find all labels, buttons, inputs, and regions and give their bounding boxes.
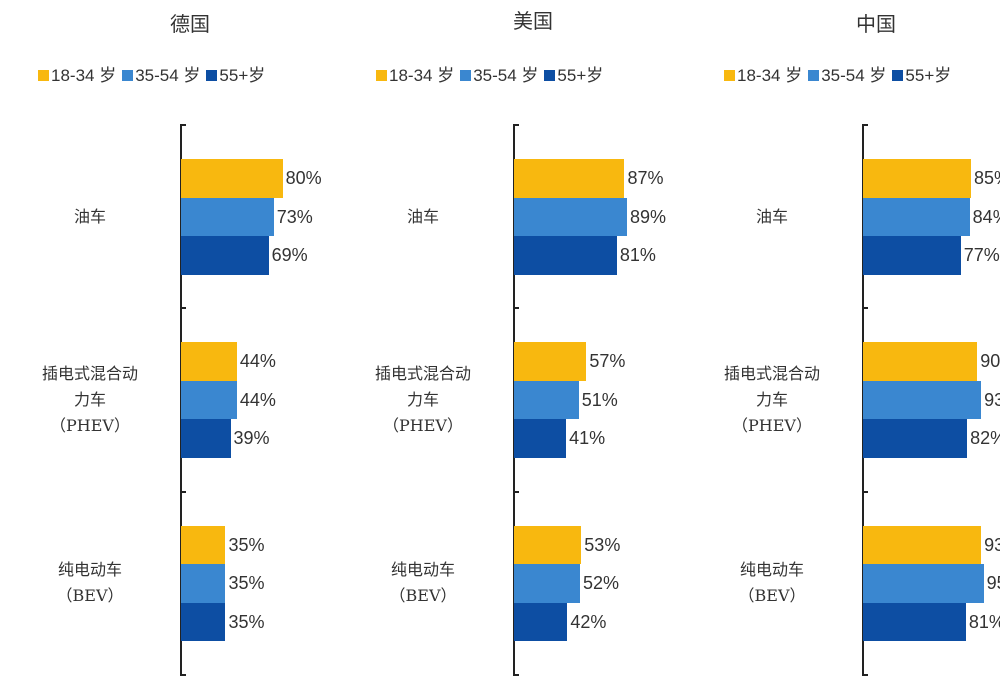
category-label: 油车 <box>755 206 788 226</box>
bar <box>181 197 274 236</box>
value-label: 44% <box>239 389 276 410</box>
legend-label: 18-34 岁 <box>737 66 803 85</box>
bar <box>181 342 237 381</box>
value-label: 90% <box>980 351 1000 372</box>
legend-swatch <box>376 70 387 81</box>
chart-title: 中国 <box>856 12 896 36</box>
legend-label: 55+岁 <box>557 66 604 85</box>
bar <box>514 342 587 381</box>
value-label: 81% <box>968 611 1000 632</box>
value-label: 80% <box>285 168 322 188</box>
bar <box>514 159 625 198</box>
category-label: 油车 <box>73 206 106 226</box>
legend-swatch <box>122 70 134 81</box>
category-label: 油车 <box>406 206 439 226</box>
category-label: 纯电动车 （BEV） <box>738 560 806 606</box>
legend-label: 35-54 岁 <box>135 66 201 85</box>
legend-swatch <box>460 70 472 81</box>
bar <box>181 236 269 275</box>
value-label: 42% <box>570 611 607 632</box>
legend-label: 35-54 岁 <box>473 66 539 85</box>
bar <box>181 380 237 420</box>
bar <box>181 602 226 642</box>
bar <box>863 342 978 381</box>
axis-tick <box>180 490 186 493</box>
bar <box>863 602 966 642</box>
value-label: 85% <box>973 168 1000 188</box>
value-label: 87% <box>627 168 664 188</box>
axis-tick <box>180 124 186 126</box>
bar <box>863 159 971 198</box>
axis-tick <box>513 673 519 676</box>
legend-swatch <box>38 70 49 81</box>
value-label: 51% <box>581 389 618 410</box>
chart-title: 德国 <box>170 12 210 36</box>
axis-tick <box>862 124 868 126</box>
bar <box>863 525 982 565</box>
value-label: 35% <box>228 534 265 555</box>
axis-tick <box>862 307 868 310</box>
category-label: 纯电动车 （BEV） <box>56 560 124 606</box>
legend-label: 18-34 岁 <box>51 66 117 85</box>
legend-swatch <box>544 70 556 81</box>
bar <box>514 419 567 458</box>
bar <box>181 564 226 603</box>
bar <box>514 197 628 236</box>
value-label: 81% <box>619 245 656 265</box>
bar <box>514 602 568 642</box>
bar <box>863 380 982 420</box>
bar <box>514 236 617 275</box>
bar <box>863 419 968 458</box>
value-label: 93% <box>984 534 1000 555</box>
bar <box>863 564 984 603</box>
bar <box>863 236 961 275</box>
bar <box>863 197 970 236</box>
value-label: 41% <box>569 428 606 449</box>
legend-swatch <box>206 70 218 81</box>
legend-label: 18-34 岁 <box>389 66 455 85</box>
value-label: 82% <box>970 428 1000 449</box>
value-label: 84% <box>972 206 1000 227</box>
value-label: 44% <box>239 351 276 372</box>
value-label: 95% <box>986 573 1000 594</box>
legend-swatch <box>724 70 735 81</box>
axis-tick <box>513 307 519 310</box>
chart-title: 美国 <box>513 9 553 33</box>
bar <box>181 159 283 198</box>
value-label: 73% <box>276 206 313 227</box>
value-label: 89% <box>630 206 667 227</box>
value-label: 35% <box>228 611 265 632</box>
legend-swatch <box>892 70 904 81</box>
value-label: 35% <box>228 573 265 594</box>
category-label: 插电式混合动 力车 （PHEV） <box>723 364 820 436</box>
category-label: 插电式混合动 力车 （PHEV） <box>41 364 138 436</box>
category-label: 纯电动车 （BEV） <box>389 560 457 606</box>
axis-tick <box>180 673 186 676</box>
value-label: 52% <box>583 573 620 594</box>
legend-label: 55+岁 <box>905 66 952 85</box>
category-label: 插电式混合动 力车 （PHEV） <box>374 364 471 436</box>
value-label: 77% <box>963 245 1000 265</box>
axis-tick <box>513 490 519 493</box>
legend-swatch <box>808 70 820 81</box>
bar <box>181 525 226 565</box>
value-label: 93% <box>984 389 1000 410</box>
axis-tick <box>180 307 186 310</box>
bar <box>514 564 581 603</box>
value-label: 69% <box>271 245 308 265</box>
axis-tick <box>862 673 868 676</box>
bar <box>181 419 231 458</box>
legend-label: 35-54 岁 <box>821 66 887 85</box>
bar <box>514 525 582 565</box>
axis-tick <box>862 490 868 493</box>
value-label: 39% <box>233 428 270 449</box>
bar <box>514 380 579 420</box>
axis-tick <box>513 124 519 126</box>
legend-label: 55+岁 <box>219 66 266 85</box>
value-label: 57% <box>589 351 626 372</box>
value-label: 53% <box>584 534 621 555</box>
